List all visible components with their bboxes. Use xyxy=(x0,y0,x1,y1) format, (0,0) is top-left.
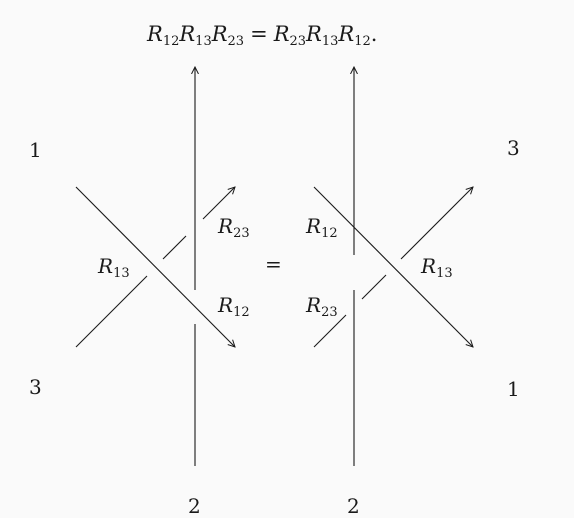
left-diagonal-3-strand-b xyxy=(162,235,187,260)
right-diagonal-3-strand-a xyxy=(313,314,347,348)
right-diagonal-1-strand xyxy=(313,186,473,347)
left-strand-label-1: 1 xyxy=(29,138,42,162)
left-strand-label-2: 2 xyxy=(188,494,201,518)
left-label-r13: R13 xyxy=(98,254,130,281)
right-label-r13: R13 xyxy=(421,254,453,281)
left-diagonal-3-strand-c xyxy=(202,187,235,220)
right-diagonal-3-strand-b xyxy=(361,274,387,300)
right-label-r12: R12 xyxy=(306,214,338,241)
eq-lhs-2: R13 xyxy=(179,22,212,49)
right-strand-label-1: 1 xyxy=(507,377,520,401)
left-label-r12: R12 xyxy=(218,293,250,320)
left-strand-label-3: 3 xyxy=(29,375,42,399)
equation-title: R12R13R23 = R23R13R12. xyxy=(147,22,377,49)
middle-equals-sign: = xyxy=(265,252,282,276)
eq-lhs-1: R12 xyxy=(147,22,180,49)
eq-rhs-3: R12 xyxy=(338,22,371,49)
eq-rhs-1: R23 xyxy=(273,22,307,49)
left-diagonal-1-strand xyxy=(75,186,235,347)
right-diagonal-3-strand-c xyxy=(400,187,473,260)
eq-lhs-3: R23 xyxy=(211,22,245,49)
right-strand-label-3: 3 xyxy=(507,136,520,160)
eq-period: . xyxy=(370,22,378,46)
right-label-r23: R23 xyxy=(306,293,338,320)
eq-operator: = xyxy=(250,22,268,46)
right-strand-label-2: 2 xyxy=(347,494,360,518)
left-diagonal-3-strand-a xyxy=(75,275,148,348)
left-label-r23: R23 xyxy=(218,214,250,241)
eq-rhs-2: R13 xyxy=(306,22,339,49)
